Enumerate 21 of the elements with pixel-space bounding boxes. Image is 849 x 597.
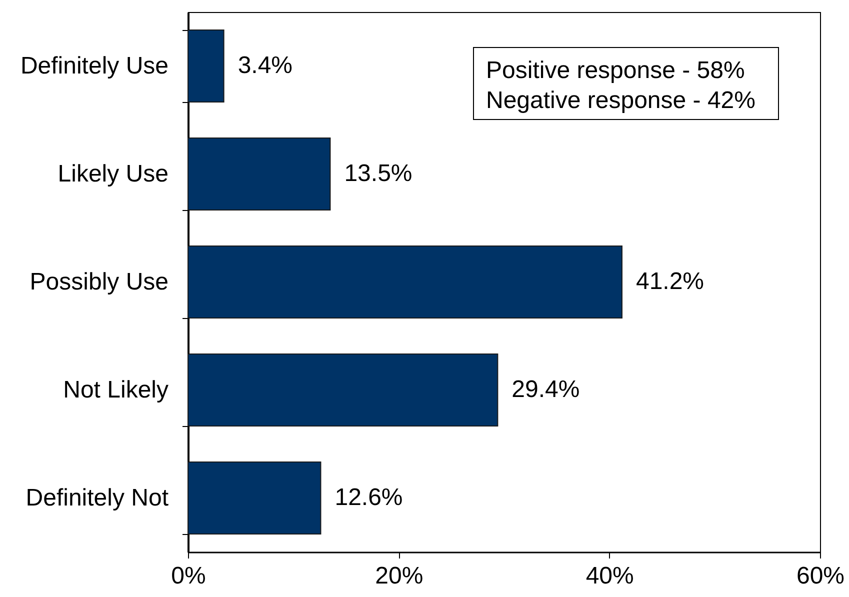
annotation: Negative response - 42%: [486, 86, 756, 116]
data-label: 41.2%: [636, 268, 704, 295]
bar: [188, 30, 224, 102]
y-tick-label: Not Likely: [63, 376, 168, 404]
annotation: Positive response - 58%: [486, 56, 746, 86]
x-tick-label: 40%: [586, 562, 634, 590]
x-tick-label: 0%: [171, 562, 206, 590]
y-tick-label: Definitely Not: [26, 484, 169, 512]
bar: [188, 138, 331, 210]
data-label: 29.4%: [512, 376, 580, 403]
data-label: 13.5%: [344, 160, 412, 187]
data-label: 12.6%: [334, 484, 403, 511]
data-label: 3.4%: [238, 52, 293, 79]
x-tick-label: 20%: [375, 562, 424, 590]
bar: [188, 462, 322, 534]
bar: [188, 246, 622, 318]
y-tick-label: Definitely Use: [20, 52, 168, 80]
x-tick-label: 60%: [796, 562, 845, 590]
bar: [188, 354, 498, 426]
y-tick-label: Likely Use: [58, 160, 168, 188]
y-tick-label: Possibly Use: [30, 268, 168, 296]
